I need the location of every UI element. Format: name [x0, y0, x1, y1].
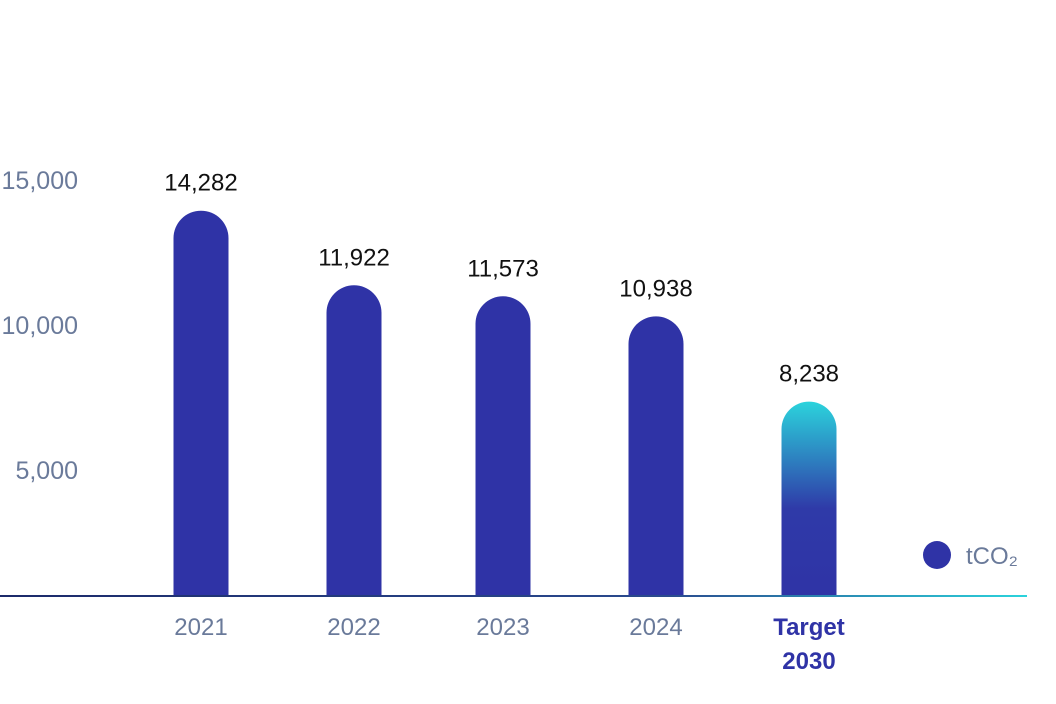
y-tick-label: 10,000	[2, 312, 78, 340]
value-label: 11,573	[467, 255, 539, 282]
x-tick-label: 2030	[782, 648, 835, 675]
x-tick-label: 2021	[174, 614, 227, 641]
x-tick-label: 2022	[327, 614, 380, 641]
legend-swatch	[923, 541, 951, 569]
x-axis-labels: 2021 2022 2023 2024 Target 2030	[174, 614, 844, 675]
y-tick-label: 15,000	[2, 167, 78, 195]
value-label: 11,922	[318, 244, 390, 271]
bar-2023	[475, 296, 531, 596]
bars: 14,282 11,922 11,573 10,938 8,238	[164, 170, 839, 596]
x-tick-label: 2023	[476, 614, 529, 641]
x-tick-label: Target	[773, 614, 845, 641]
value-label: 14,282	[164, 170, 237, 197]
legend: tCO₂	[923, 541, 1018, 570]
y-tick-label: 5,000	[15, 457, 78, 485]
x-tick-label: 2024	[629, 614, 682, 641]
bar-2021	[173, 210, 229, 596]
bar-2022	[326, 285, 382, 596]
bar-target-2030	[781, 401, 837, 596]
legend-label: tCO₂	[966, 543, 1018, 570]
value-label: 10,938	[619, 275, 692, 302]
bar-2024	[628, 316, 684, 596]
y-axis: 5,000 10,000 15,000	[2, 167, 78, 485]
x-axis-line	[0, 595, 1027, 597]
value-label: 8,238	[779, 361, 839, 388]
